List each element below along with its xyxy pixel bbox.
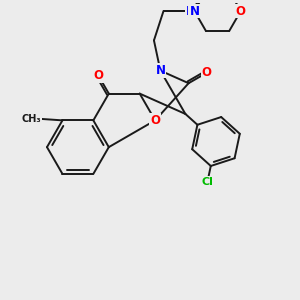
Text: Cl: Cl (202, 177, 213, 187)
Text: O: O (150, 114, 160, 127)
Text: O: O (201, 66, 212, 80)
Text: N: N (189, 4, 200, 17)
Text: O: O (236, 4, 246, 17)
Text: O: O (94, 69, 103, 82)
Text: N: N (155, 64, 165, 77)
Text: N: N (186, 4, 196, 17)
Text: CH₃: CH₃ (21, 114, 41, 124)
